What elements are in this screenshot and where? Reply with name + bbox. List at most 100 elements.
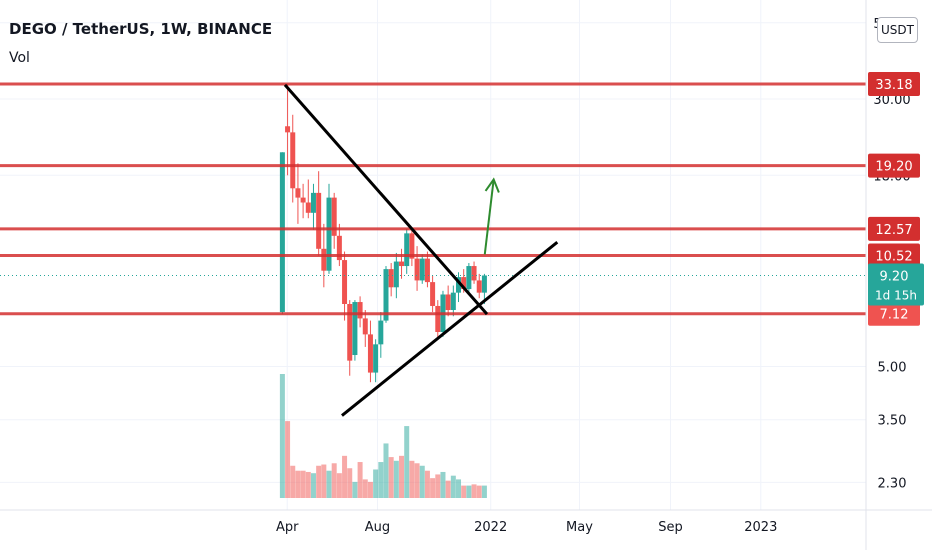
candle-body[interactable] bbox=[481, 275, 487, 293]
volume-bar bbox=[295, 470, 301, 498]
last-price-label: 9.20 bbox=[880, 269, 909, 284]
chart-title: DEGO / TetherUS, 1W, BINANCE bbox=[9, 20, 273, 38]
volume-bar bbox=[367, 481, 373, 498]
volume-bar bbox=[326, 470, 332, 498]
candle-body[interactable] bbox=[383, 269, 389, 321]
time-tick-label: May bbox=[566, 520, 593, 535]
candle-body[interactable] bbox=[388, 269, 394, 288]
volume-bar bbox=[388, 457, 394, 498]
volume-bar bbox=[424, 470, 430, 498]
candle-body[interactable] bbox=[352, 302, 358, 356]
volume-bar bbox=[419, 465, 425, 498]
candle-body[interactable] bbox=[466, 266, 472, 290]
volume-bar bbox=[404, 426, 410, 498]
candle-body[interactable] bbox=[373, 344, 379, 373]
candle-body[interactable] bbox=[435, 305, 441, 332]
countdown-label: 1d 15h bbox=[875, 288, 917, 302]
volume-bar bbox=[378, 462, 384, 498]
ascending-trendline[interactable] bbox=[341, 241, 559, 417]
price-tick-label: 30.00 bbox=[873, 93, 910, 108]
candle-body[interactable] bbox=[342, 260, 348, 304]
candle-body[interactable] bbox=[362, 318, 368, 335]
candle-body[interactable] bbox=[367, 334, 373, 373]
volume-bar bbox=[321, 464, 327, 498]
candle-body[interactable] bbox=[399, 261, 405, 267]
candle-body[interactable] bbox=[336, 235, 342, 261]
horizontal-levels bbox=[0, 82, 866, 316]
candle-body[interactable] bbox=[430, 282, 436, 306]
volume-bar bbox=[430, 478, 436, 498]
candle-body[interactable] bbox=[461, 277, 467, 290]
price-tick-label: 2.30 bbox=[878, 476, 907, 491]
volume-bar bbox=[450, 475, 456, 498]
candle-body[interactable] bbox=[456, 277, 462, 293]
candle-body[interactable] bbox=[450, 292, 456, 311]
candle-body[interactable] bbox=[476, 280, 482, 293]
candle-body[interactable] bbox=[290, 132, 296, 189]
candle-body[interactable] bbox=[414, 258, 420, 281]
time-tick-label: Aug bbox=[365, 520, 390, 535]
level-price-label-bg bbox=[868, 72, 920, 97]
currency-button[interactable]: USDT bbox=[877, 17, 918, 43]
volume-bar bbox=[336, 473, 342, 498]
candles bbox=[279, 84, 487, 383]
volume-bar bbox=[290, 465, 296, 498]
candle-body[interactable] bbox=[295, 188, 301, 198]
time-axis: Apr Aug 2022 May Sep 2023 bbox=[0, 509, 932, 535]
time-tick-label: 2023 bbox=[744, 520, 777, 535]
volume-bar bbox=[342, 455, 348, 498]
candle-body[interactable] bbox=[445, 294, 451, 311]
candle-body[interactable] bbox=[378, 320, 384, 345]
level-price-label-bg bbox=[868, 216, 920, 241]
volume-bar bbox=[414, 463, 420, 498]
candle-body[interactable] bbox=[285, 126, 291, 133]
time-tick-label: Sep bbox=[658, 520, 683, 535]
volume-bar bbox=[393, 460, 399, 498]
volume-bar bbox=[373, 469, 379, 498]
candle-body[interactable] bbox=[305, 202, 311, 213]
volume-indicator-label[interactable]: Vol bbox=[9, 50, 30, 66]
candle-body[interactable] bbox=[357, 302, 363, 319]
volume-bar bbox=[279, 374, 285, 498]
volume-bar bbox=[461, 485, 467, 498]
price-labels: 33.18 19.20 12.57 10.52 7.12 9.20 1d 15h bbox=[868, 72, 924, 326]
volume-bar bbox=[300, 470, 306, 498]
level-price-label: 7.12 bbox=[880, 308, 909, 323]
volume-bar bbox=[331, 463, 337, 498]
level-price-label-bg bbox=[868, 243, 920, 268]
descending-trendline[interactable] bbox=[283, 83, 489, 316]
last-price-label-bg bbox=[868, 263, 924, 306]
candle-body[interactable] bbox=[310, 192, 316, 213]
level-price-label: 10.52 bbox=[875, 249, 912, 264]
candle-body[interactable] bbox=[424, 258, 430, 283]
candle-body[interactable] bbox=[300, 197, 306, 203]
candle-body[interactable] bbox=[393, 261, 399, 288]
candle-body[interactable] bbox=[347, 303, 353, 361]
volume-bar bbox=[476, 485, 482, 498]
candle-body[interactable] bbox=[331, 197, 337, 236]
time-tick-label: 2022 bbox=[474, 520, 507, 535]
volume-bar bbox=[383, 443, 389, 498]
drawings bbox=[283, 83, 559, 417]
breakout-arrow[interactable] bbox=[483, 179, 495, 255]
volume-bar bbox=[316, 465, 322, 498]
price-tick-label: 3.50 bbox=[878, 414, 907, 429]
volume-bar bbox=[362, 479, 368, 498]
price-tick-label: 5.00 bbox=[878, 360, 907, 375]
candle-body[interactable] bbox=[316, 192, 322, 249]
candle-body[interactable] bbox=[409, 233, 415, 259]
volume-bar bbox=[357, 462, 363, 498]
level-price-label: 19.20 bbox=[875, 160, 912, 175]
candle-body[interactable] bbox=[279, 152, 285, 313]
candle-body[interactable] bbox=[404, 233, 410, 267]
volume-bar bbox=[481, 485, 487, 498]
candle-body[interactable] bbox=[321, 248, 327, 271]
candle-body[interactable] bbox=[471, 266, 477, 281]
volume-bar bbox=[352, 481, 358, 498]
volume-bar bbox=[471, 484, 477, 498]
volume-bar bbox=[445, 480, 451, 498]
candle-body[interactable] bbox=[326, 197, 332, 271]
level-price-label: 12.57 bbox=[875, 223, 912, 238]
candle-body[interactable] bbox=[419, 258, 425, 281]
